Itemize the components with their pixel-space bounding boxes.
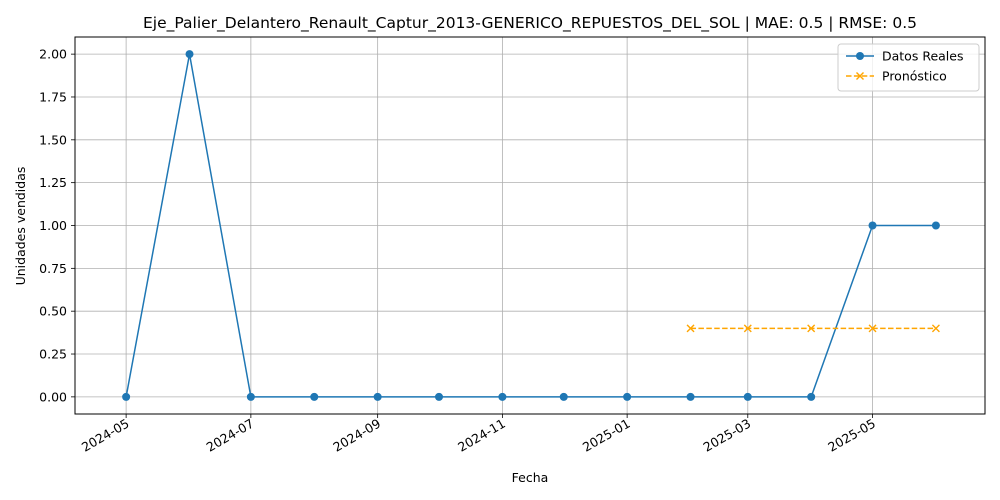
- x-tick-label: 2025-05: [825, 416, 878, 455]
- forecast-point: [807, 324, 816, 333]
- forecast-point: [868, 324, 877, 333]
- y-tick-label: 0.00: [39, 389, 67, 404]
- x-tick-label: 2024-11: [455, 416, 508, 455]
- forecast-marker-stroke: [807, 324, 816, 333]
- x-tick-label: 2024-05: [79, 416, 132, 455]
- series-line-datos-reales: [125, 53, 936, 398]
- legend-label-pronostico: Pronóstico: [882, 69, 947, 84]
- data-point: [185, 50, 194, 59]
- data-point: [623, 392, 632, 401]
- data-point: [122, 392, 131, 401]
- y-tick-label: 1.00: [39, 218, 67, 233]
- grid: [75, 37, 985, 414]
- forecast-point: [931, 324, 940, 333]
- chart-title: Eje_Palier_Delantero_Renault_Captur_2013…: [143, 14, 917, 33]
- x-tick-label: 2025-01: [580, 416, 633, 455]
- legend-marker-datos-reales: [856, 52, 864, 60]
- data-point: [435, 392, 443, 401]
- data-point: [246, 392, 255, 401]
- y-tick-label: 1.75: [39, 89, 67, 104]
- forecast-marker-stroke: [868, 324, 877, 333]
- x-tick-label: 2025-03: [701, 416, 754, 455]
- forecast-point: [743, 324, 752, 333]
- legend-marker-stroke: [856, 72, 864, 80]
- y-tick-label: 0.50: [39, 304, 67, 319]
- data-point: [807, 392, 816, 401]
- legend-label-datos-reales: Datos Reales: [882, 49, 963, 64]
- legend-marker-pronostico: [856, 72, 864, 80]
- y-axis-ticks: 0.00 0.25 0.50 0.75 1.00 1.25 1.50 1.75 2.00: [39, 47, 75, 404]
- y-tick-label: 1.50: [39, 132, 67, 147]
- data-point: [686, 392, 695, 401]
- forecast-marker-stroke: [931, 324, 940, 333]
- y-tick-label: 0.25: [39, 347, 67, 362]
- x-axis-label: Fecha: [512, 470, 549, 485]
- forecast-marker-stroke: [743, 324, 752, 333]
- data-point: [931, 221, 940, 230]
- data-point: [373, 392, 382, 401]
- y-axis-label: Unidades vendidas: [13, 167, 28, 286]
- x-tick-label: 2024-07: [204, 416, 257, 455]
- x-axis-ticks: 2024-05 2024-07 2024-09 2024-11 2025-01 2025-…: [79, 414, 878, 455]
- data-point: [310, 392, 319, 401]
- data-point: [498, 392, 507, 401]
- y-tick-label: 0.75: [39, 261, 67, 276]
- forecast-marker-stroke: [686, 324, 695, 333]
- data-point: [559, 392, 568, 401]
- y-tick-label: 1.25: [39, 175, 67, 190]
- data-point: [868, 221, 877, 230]
- legend: Datos Reales Pronóstico: [837, 43, 980, 92]
- data-point: [743, 392, 752, 401]
- forecast-point: [686, 324, 695, 333]
- y-tick-label: 2.00: [39, 47, 67, 62]
- series: [122, 50, 940, 401]
- x-tick-label: 2024-09: [330, 416, 383, 455]
